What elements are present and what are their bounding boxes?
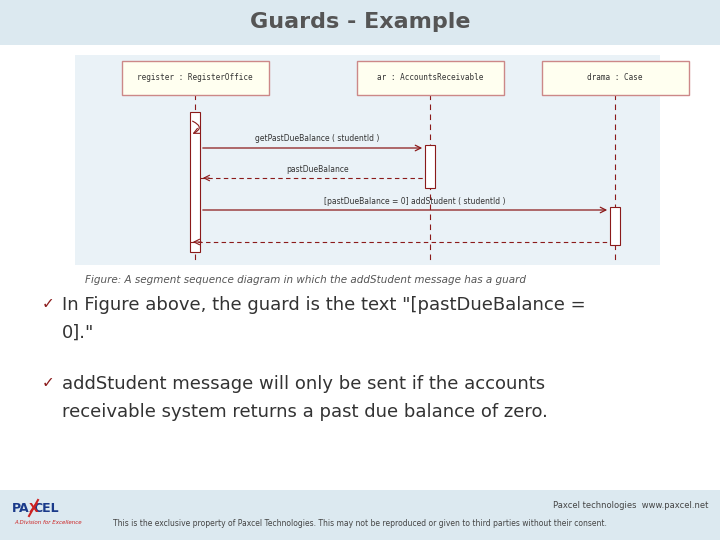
Bar [0,490,720,540]
Text: pastDueBalance: pastDueBalance [286,165,348,174]
Text: ar : AccountsReceivable: ar : AccountsReceivable [377,73,483,83]
FancyBboxPatch shape [356,61,503,95]
Text: ✓: ✓ [42,296,55,311]
FancyBboxPatch shape [541,61,688,95]
Text: In Figure above, the guard is the text "[pastDueBalance =: In Figure above, the guard is the text "… [62,296,585,314]
Text: ✓: ✓ [42,375,55,390]
Bar [610,207,620,245]
Text: A Division for Excellence: A Division for Excellence [14,521,81,525]
Text: X: X [29,502,39,515]
Text: Figure: A segment sequence diagram in which the addStudent message has a guard: Figure: A segment sequence diagram in wh… [85,275,526,285]
Text: 0].": 0]." [62,324,94,342]
Bar [190,112,200,252]
Bar [0,45,720,490]
FancyBboxPatch shape [122,61,269,95]
Text: Guards - Example: Guards - Example [250,12,470,32]
Bar [0,0,720,45]
Bar [75,55,660,265]
Text: addStudent message will only be sent if the accounts: addStudent message will only be sent if … [62,375,545,393]
Text: Paxcel technologies  www.paxcel.net: Paxcel technologies www.paxcel.net [553,501,708,510]
Text: This is the exclusive property of Paxcel Technologies. This may not be reproduce: This is the exclusive property of Paxcel… [113,519,607,529]
Text: CEL: CEL [33,502,58,515]
Bar [425,145,435,188]
Text: PA: PA [12,502,30,515]
Text: [pastDueBalance = 0] addStudent ( studentId ): [pastDueBalance = 0] addStudent ( studen… [324,197,505,206]
Text: register : RegisterOffice: register : RegisterOffice [138,73,253,83]
Text: receivable system returns a past due balance of zero.: receivable system returns a past due bal… [62,403,548,421]
Text: getPastDueBalance ( studentId ): getPastDueBalance ( studentId ) [256,134,379,143]
Text: drama : Case: drama : Case [588,73,643,83]
